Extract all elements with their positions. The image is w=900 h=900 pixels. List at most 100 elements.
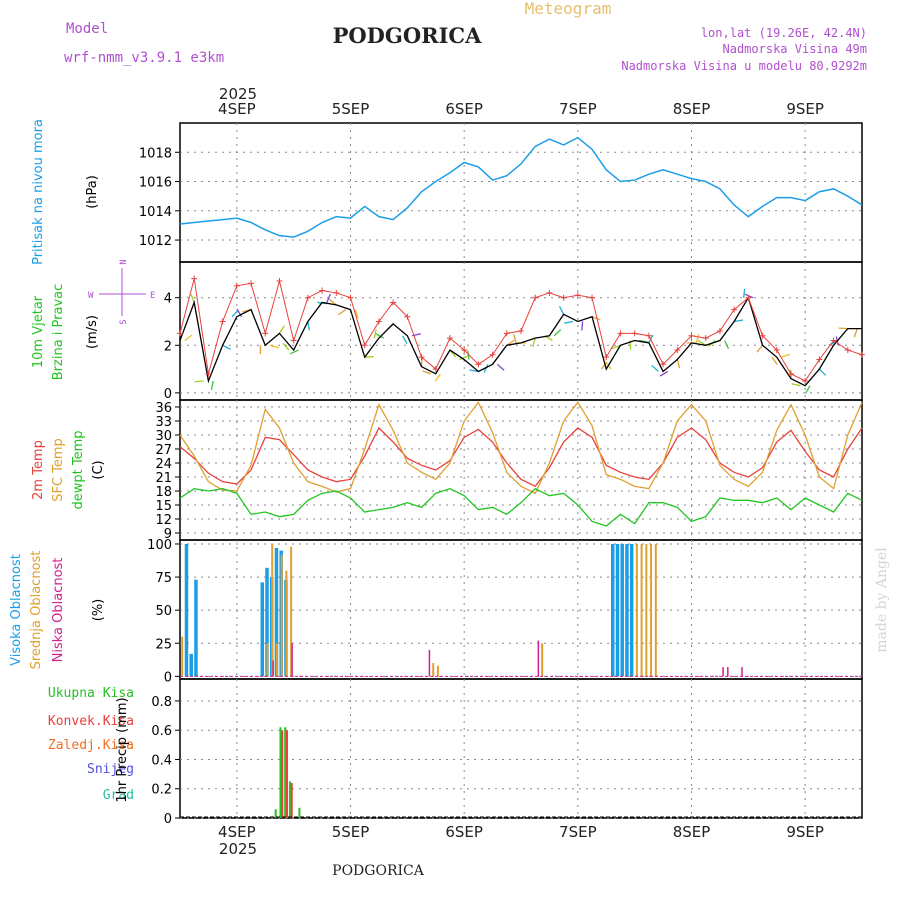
temp-unit: (C): [91, 460, 106, 479]
total-precip-bar: [288, 781, 291, 818]
model-elevation-text: Nadmorska Visina u modelu 80.9292m: [621, 59, 867, 73]
wind-gust-marker: [503, 330, 510, 337]
wind-arrow: [354, 309, 359, 319]
high-cloud-label: Visoka Oblacnost: [9, 554, 24, 666]
y-tick-label: 1014: [139, 205, 172, 220]
wind-arrow: [695, 334, 700, 344]
conv-precip-bar: [290, 782, 293, 818]
mid-cloud-bar: [290, 546, 293, 677]
wind-gust-marker: [660, 361, 667, 368]
wind-gust-marker: [532, 294, 539, 301]
wind-arrow: [402, 335, 408, 344]
wind-arrow: [326, 293, 331, 303]
y-tick-label: 1012: [139, 234, 172, 249]
wind-arrow: [558, 306, 565, 315]
pressure-panel: 1012 1014 1016 1018: [139, 122, 863, 263]
y-tick-label: 21: [155, 471, 172, 486]
wind-unit: (m/s): [85, 315, 100, 349]
y-tick-label: 33: [155, 415, 172, 430]
wind-gust-marker: [589, 294, 596, 301]
wind-arrow: [676, 359, 681, 369]
wind-arrow: [611, 344, 621, 350]
wind-gust-marker: [446, 335, 453, 342]
low-cloud-bar: [272, 660, 274, 677]
mid-cloud-label: Srednja Oblacnost: [29, 551, 44, 670]
wind-gust-marker: [518, 328, 524, 334]
conv-precip-bar: [285, 730, 288, 818]
y-tick-label: 50: [155, 604, 172, 619]
wind-gust-marker: [759, 332, 766, 339]
high-cloud-bar: [625, 543, 629, 677]
y-tick-label: 0: [164, 387, 172, 402]
wind-arrow: [513, 334, 517, 344]
wind-label-top: 10m Vjetar: [31, 295, 46, 368]
y-tick-label: 18: [155, 485, 172, 500]
y-tick-label: 100: [147, 538, 172, 553]
wind-arrow: [373, 329, 377, 339]
wind-gust-marker: [617, 330, 624, 337]
pressure-label: Pritisak na nivou mora: [31, 119, 46, 265]
bottom-day-label: 6SEP: [445, 823, 483, 841]
high-cloud-bar: [615, 543, 620, 677]
wind-arrow: [744, 293, 754, 299]
wind-gust-marker: [418, 354, 425, 361]
top-day-labels: 4SEP 5SEP 6SEP 7SEP 8SEP 9SEP: [218, 100, 824, 118]
precip-frame: [179, 678, 863, 819]
wind-gust-marker: [276, 278, 283, 285]
high-cloud-bar: [620, 543, 624, 677]
temp2m-line: [179, 426, 863, 488]
low-cloud-bar: [537, 640, 540, 677]
low-cloud-label: Niska Oblacnost: [51, 558, 66, 663]
wind-gust-marker: [787, 370, 794, 377]
temp2m-label: 2m Temp: [31, 440, 46, 500]
wind-arrow: [467, 350, 470, 360]
wind-arrow: [591, 316, 601, 321]
y-tick-label: 0: [164, 812, 172, 827]
wind-label-bottom: Brzina i Pravac: [51, 284, 66, 381]
top-day-label: 5SEP: [332, 100, 370, 118]
wind-gust-marker: [177, 330, 183, 337]
wind-arrow: [724, 340, 730, 349]
wind-gust-marker: [432, 366, 439, 373]
wind-gust-marker: [674, 347, 681, 354]
low-cloud-bar: [741, 667, 743, 677]
pressure-unit: (hPa): [85, 175, 100, 209]
top-day-label: 6SEP: [445, 100, 483, 118]
mid-cloud-bar: [280, 554, 283, 677]
bottom-day-label: 7SEP: [559, 823, 597, 841]
wind-gust-marker: [233, 282, 240, 289]
mid-cloud-bar: [635, 543, 638, 677]
wind-gust-marker: [375, 318, 382, 325]
wind-panel: 0 2 4: [164, 261, 865, 402]
bottom-day-label: 9SEP: [786, 823, 824, 841]
wind-arrow: [853, 328, 858, 338]
wind-arrow: [564, 320, 574, 324]
low-cloud-bar: [722, 667, 724, 677]
wind-arrow: [734, 319, 744, 323]
wind-arrow: [818, 368, 827, 376]
wind-gust-marker: [816, 356, 823, 363]
footer-station-label: PODGORICA: [332, 863, 425, 879]
wind-gust-marker: [603, 354, 610, 361]
model-name: wrf-nmm_v3.9.1 e3km: [64, 50, 224, 66]
top-day-label: 9SEP: [786, 100, 824, 118]
mid-cloud-bar: [271, 543, 274, 677]
wind-arrow: [282, 342, 290, 351]
top-day-label: 7SEP: [559, 100, 597, 118]
pressure-line: [179, 136, 863, 238]
y-tick-label: 9: [164, 527, 172, 542]
mid-cloud-bar: [181, 636, 184, 677]
meteogram-subtitle: Meteogram: [525, 0, 612, 18]
wind-arrow: [278, 325, 285, 334]
wind-arrow: [222, 344, 231, 350]
y-tick-label: 24: [155, 457, 172, 472]
high-cloud-bar: [265, 567, 269, 677]
low-cloud-bar: [291, 643, 293, 677]
bottom-day-label: 4SEP: [218, 823, 256, 841]
sfc-temp-line: [179, 401, 863, 495]
wind-arrow: [184, 334, 193, 342]
total-precip-bar: [274, 809, 277, 818]
compass-west: W: [88, 291, 94, 301]
